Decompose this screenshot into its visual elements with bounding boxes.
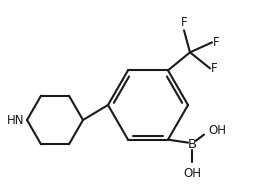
- Text: F: F: [181, 16, 187, 29]
- Text: OH: OH: [208, 124, 226, 137]
- Text: F: F: [213, 36, 220, 49]
- Text: B: B: [187, 138, 197, 151]
- Text: HN: HN: [6, 113, 24, 126]
- Text: F: F: [211, 62, 218, 75]
- Text: OH: OH: [183, 167, 201, 180]
